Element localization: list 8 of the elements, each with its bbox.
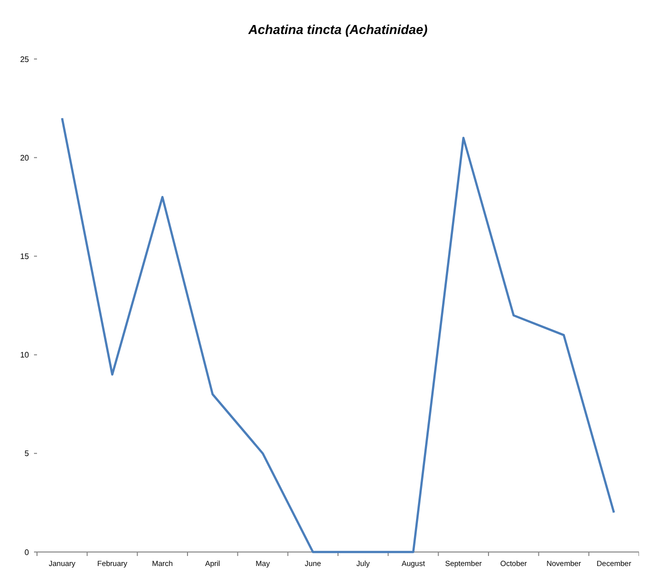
y-tick-label: 20 — [20, 153, 30, 162]
y-tick-label: 10 — [20, 350, 30, 360]
chart-title: Achatina tincta (Achatinidae) — [247, 22, 428, 37]
y-tick-label: 5 — [24, 449, 30, 458]
y-tick-label: 25 — [20, 54, 30, 64]
y-tick-label: 0 — [24, 548, 30, 557]
line-series — [60, 117, 616, 554]
y-tick-label: 15 — [20, 252, 30, 261]
